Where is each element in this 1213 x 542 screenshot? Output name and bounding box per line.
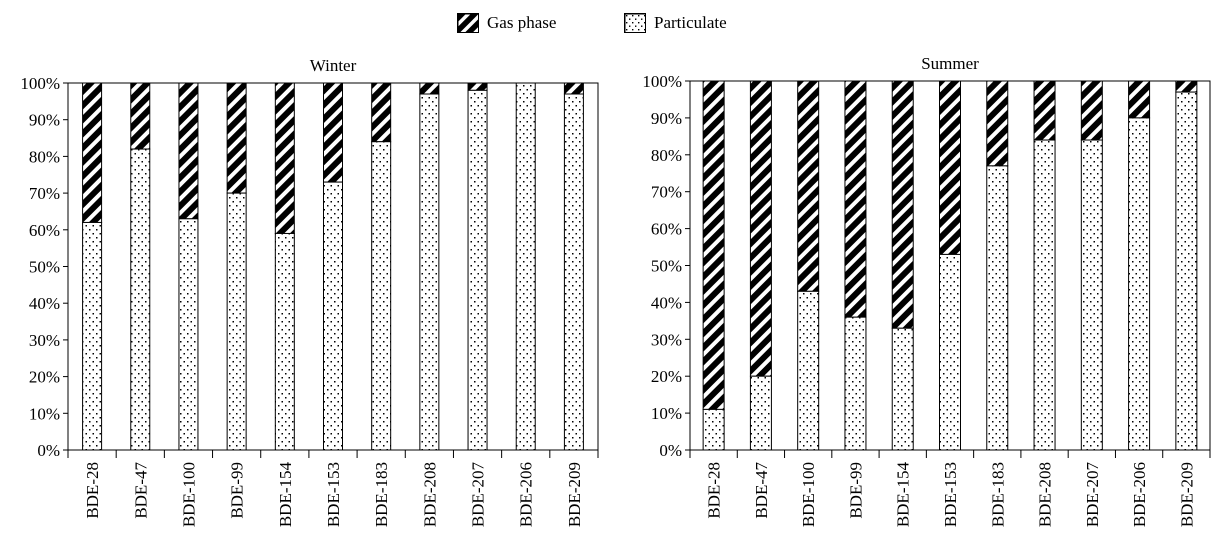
y-tick-label: 0% <box>37 441 60 460</box>
bar-gas-phase-bde-209 <box>563 82 584 95</box>
y-tick-label: 20% <box>651 367 682 386</box>
bar-particulate-bde-47 <box>130 148 151 451</box>
x-category-label: BDE-153 <box>941 462 960 527</box>
summer-chart: Summer 0% 10% 20% 30% 40% 50% 60% 70% 80% 90% 100% B… <box>642 54 1211 528</box>
x-category-label: BDE-28 <box>705 462 724 519</box>
x-category-label: BDE-183 <box>372 462 391 527</box>
y-tick-label: 60% <box>29 221 60 240</box>
legend-label-gas-phase: Gas phase <box>487 13 557 32</box>
bar-particulate-bde-153 <box>939 253 961 451</box>
x-category-label: BDE-100 <box>799 462 818 527</box>
bar-particulate-bde-99 <box>226 192 247 451</box>
bar-gas-phase-bde-154 <box>891 80 914 329</box>
legend-item-particulate: Particulate <box>624 12 727 34</box>
bar-particulate-bde-99 <box>844 316 867 451</box>
bar-gas-phase-bde-153 <box>323 82 343 183</box>
x-category-label: BDE-47 <box>131 462 150 519</box>
chart-title: Summer <box>921 54 979 73</box>
x-category-label: BDE-206 <box>1130 462 1149 527</box>
bar-gas-phase-bde-207 <box>467 82 488 91</box>
x-category-label: BDE-153 <box>324 462 343 527</box>
bar-particulate-bde-28 <box>702 408 725 451</box>
bar-particulate-bde-206 <box>1128 117 1151 451</box>
y-tick-label: 30% <box>651 330 682 349</box>
y-tick-label: 70% <box>651 183 682 202</box>
bar-gas-phase-bde-100 <box>178 82 199 220</box>
x-category-label: BDE-154 <box>894 462 913 528</box>
x-category-label: BDE-209 <box>1177 462 1196 527</box>
bar-gas-phase-bde-99 <box>844 80 867 318</box>
gas-phase-swatch-icon <box>457 13 479 33</box>
y-tick-label: 10% <box>29 404 60 423</box>
y-tick-label: 0% <box>659 441 682 460</box>
y-tick-label: 20% <box>29 368 60 387</box>
y-tick-label: 50% <box>29 258 60 277</box>
y-tick-label: 90% <box>651 109 682 128</box>
bar-gas-phase-bde-28 <box>702 80 725 410</box>
y-tick-label: 70% <box>29 184 60 203</box>
y-tick-label: 60% <box>651 220 682 239</box>
y-tick-label: 100% <box>642 72 682 91</box>
x-category-label: BDE-208 <box>1036 462 1055 527</box>
bar-gas-phase-bde-207 <box>1080 80 1103 141</box>
bar-particulate-bde-100 <box>797 290 820 451</box>
bar-particulate-bde-207 <box>1080 139 1103 451</box>
bar-gas-phase-bde-206 <box>1128 80 1151 119</box>
bar-gas-phase-bde-47 <box>749 80 772 377</box>
bar-particulate-bde-209 <box>1175 91 1198 451</box>
y-tick-label: 80% <box>29 147 60 166</box>
bar-gas-phase-bde-153 <box>939 80 961 255</box>
particulate-swatch-icon <box>624 13 646 33</box>
y-tick-label: 50% <box>651 257 682 276</box>
bar-particulate-bde-47 <box>749 375 772 451</box>
y-tick-label: 30% <box>29 331 60 350</box>
x-category-label: BDE-207 <box>469 462 488 528</box>
x-category-label: BDE-47 <box>752 462 771 519</box>
bar-particulate-bde-153 <box>323 181 343 451</box>
bar-particulate-bde-183 <box>371 141 392 451</box>
bar-particulate-bde-208 <box>1033 139 1056 451</box>
y-tick-label: 40% <box>651 293 682 312</box>
bar-gas-phase-bde-208 <box>419 82 440 95</box>
bar-particulate-bde-154 <box>891 327 914 451</box>
bar-gas-phase-bde-154 <box>274 82 295 234</box>
x-category-label: BDE-154 <box>276 462 295 528</box>
bar-particulate-bde-154 <box>274 232 295 451</box>
y-tick-label: 10% <box>651 404 682 423</box>
x-category-label: BDE-206 <box>517 462 536 527</box>
bar-particulate-bde-100 <box>178 218 199 451</box>
bar-particulate-bde-207 <box>467 89 488 451</box>
x-category-label: BDE-183 <box>988 462 1007 527</box>
y-tick-label: 100% <box>20 74 60 93</box>
bar-gas-phase-bde-208 <box>1033 80 1056 141</box>
legend-item-gas-phase: Gas phase <box>457 12 556 34</box>
bar-particulate-bde-209 <box>563 93 584 451</box>
x-category-label: BDE-208 <box>420 462 439 527</box>
winter-chart: Winter 0% 10% 20% 30% 40% 50% 60% 70% 80% 90% 100% B… <box>20 56 599 528</box>
x-category-label: BDE-100 <box>179 462 198 527</box>
legend-label-particulate: Particulate <box>654 13 727 32</box>
chart-title: Winter <box>310 56 357 75</box>
bar-gas-phase-bde-209 <box>1175 80 1198 93</box>
x-category-label: BDE-99 <box>228 462 247 519</box>
y-tick-label: 90% <box>29 111 60 130</box>
bar-gas-phase-bde-100 <box>797 80 820 292</box>
bar-gas-phase-bde-47 <box>130 82 151 150</box>
y-tick-label: 80% <box>651 146 682 165</box>
bar-gas-phase-bde-99 <box>226 82 247 194</box>
x-category-label: BDE-207 <box>1083 462 1102 528</box>
x-category-label: BDE-99 <box>846 462 865 519</box>
y-tick-label: 40% <box>29 294 60 313</box>
legend: Gas phase Particulate <box>0 0 1213 50</box>
bar-particulate-bde-208 <box>419 93 440 451</box>
bar-gas-phase-bde-28 <box>82 82 103 223</box>
bar-particulate-bde-183 <box>986 165 1009 451</box>
bar-gas-phase-bde-183 <box>986 80 1009 167</box>
bar-particulate-bde-28 <box>82 221 103 451</box>
bar-particulate-bde-206 <box>515 82 536 451</box>
bar-gas-phase-bde-183 <box>371 82 392 143</box>
x-category-label: BDE-28 <box>83 462 102 519</box>
x-category-label: BDE-209 <box>565 462 584 527</box>
